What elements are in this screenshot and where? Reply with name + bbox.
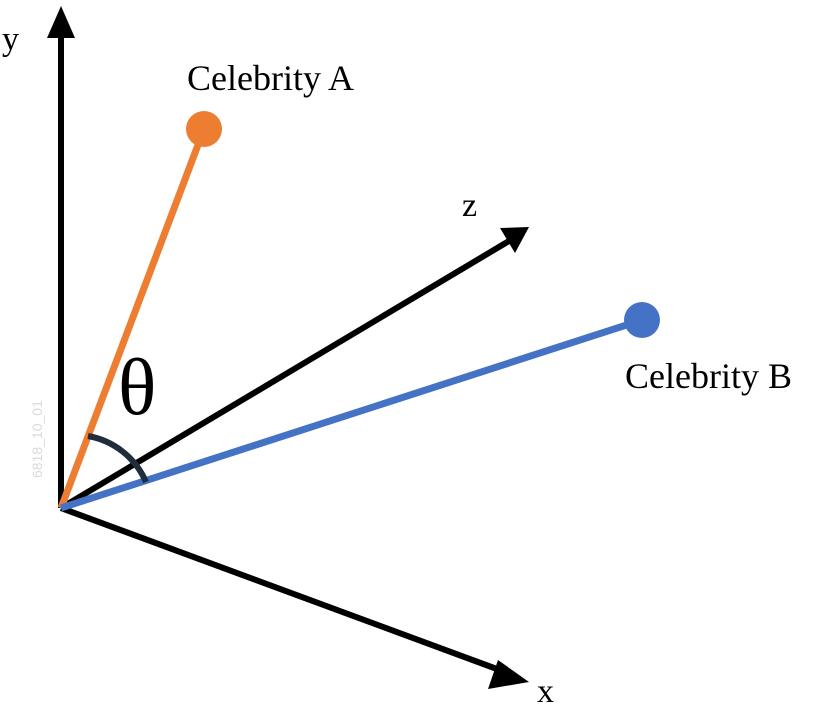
x-axis-arrowhead: [488, 660, 529, 689]
vector-a-endpoint: [186, 111, 222, 147]
vector-b-endpoint: [624, 302, 660, 338]
angle-arc: [87, 433, 149, 484]
vector-a-label: Celebrity A: [187, 58, 354, 98]
x-axis-label: x: [537, 673, 554, 708]
y-axis-label: y: [2, 21, 19, 58]
watermark: 6818_10_01: [29, 400, 45, 478]
vector-b-label: Celebrity B: [625, 356, 792, 396]
vector-a-line: [57, 127, 208, 510]
z-axis-arrowhead: [500, 227, 529, 253]
x-axis-line: [59, 505, 507, 675]
angle-symbol: θ: [118, 344, 156, 432]
vector-b-line: [59, 316, 644, 512]
y-axis-arrowhead: [47, 6, 75, 38]
z-axis-label: z: [462, 187, 477, 224]
